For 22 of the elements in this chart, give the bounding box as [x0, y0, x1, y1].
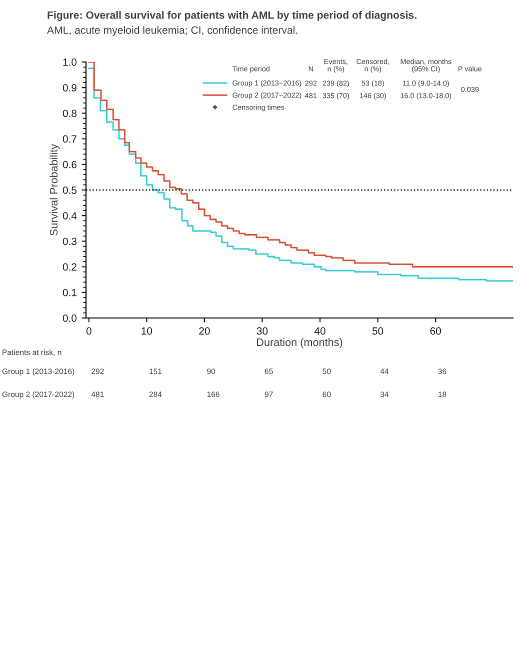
- y-tick-label: 0.9: [62, 84, 76, 92]
- chart-subtitle: AML, acute myeloid leukemia; CI, confidence interval.: [47, 26, 298, 36]
- x-tick-label: 50: [372, 327, 384, 335]
- x-tick-label: 60: [430, 327, 441, 335]
- x-tick-label: 30: [256, 327, 268, 335]
- y-tick-label: 0.0: [62, 314, 77, 322]
- y-tick-label: 0.8: [62, 110, 77, 118]
- x-tick-label: 20: [199, 327, 210, 335]
- chart-title: Figure: Overall survival for patients with AML by time period of diagnosis.: [48, 11, 416, 21]
- x-tick-label: 0: [86, 327, 92, 335]
- y-tick-label: 0.4: [62, 212, 77, 220]
- x-axis-title: Duration (months): [257, 338, 342, 348]
- y-tick-label: 0.6: [62, 160, 77, 168]
- y-tick-label: 0.1: [62, 288, 76, 296]
- y-tick-label: 1.0: [63, 58, 77, 66]
- y-axis-title: Survival Probability: [50, 144, 60, 236]
- y-tick-label: 0.2: [62, 263, 76, 271]
- y-tick-label: 0.7: [62, 135, 76, 143]
- x-tick-label: 40: [314, 327, 326, 335]
- x-tick-label: 10: [142, 327, 152, 335]
- y-tick-label: 0.3: [62, 238, 77, 246]
- y-tick-label: 0.5: [62, 186, 77, 194]
